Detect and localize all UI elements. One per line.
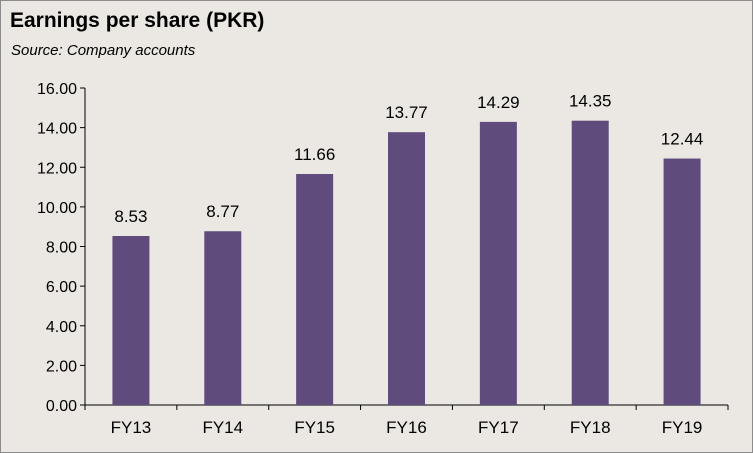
x-tick-label: FY13	[111, 418, 152, 437]
y-tick-label: 0.00	[46, 398, 77, 415]
data-label: 12.44	[661, 130, 704, 149]
data-label: 14.35	[569, 92, 612, 111]
bar-fy14	[204, 231, 242, 405]
y-tick-label: 16.00	[37, 81, 77, 98]
x-tick-label: FY17	[478, 418, 519, 437]
x-tick-label: FY16	[386, 418, 427, 437]
x-tick-label: FY19	[662, 418, 703, 437]
bar-fy16	[388, 132, 425, 405]
chart-subtitle: Source: Company accounts	[11, 42, 196, 59]
chart-title: Earnings per share (PKR)	[10, 9, 265, 32]
y-tick-label: 2.00	[46, 358, 77, 375]
y-tick-label: 10.00	[37, 200, 77, 217]
x-tick-label: FY15	[294, 418, 335, 437]
data-label: 13.77	[385, 103, 428, 122]
data-label: 14.29	[477, 93, 520, 112]
y-tick-label: 4.00	[46, 319, 77, 336]
y-tick-label: 12.00	[37, 160, 77, 177]
data-label: 8.77	[206, 202, 239, 221]
x-tick-label: FY14	[202, 418, 243, 437]
bar-fy13	[112, 235, 150, 405]
y-tick-label: 8.00	[46, 240, 77, 257]
bar-fy15	[296, 173, 334, 405]
data-label: 11.66	[294, 145, 335, 164]
bar-fy18	[571, 120, 609, 406]
x-tick-label: FY18	[570, 418, 611, 437]
y-tick-label: 14.00	[37, 121, 77, 138]
bar-fy19	[663, 158, 701, 405]
bar-fy17	[479, 121, 517, 406]
data-label: 8.53	[114, 207, 147, 226]
y-tick-label: 6.00	[46, 279, 77, 296]
